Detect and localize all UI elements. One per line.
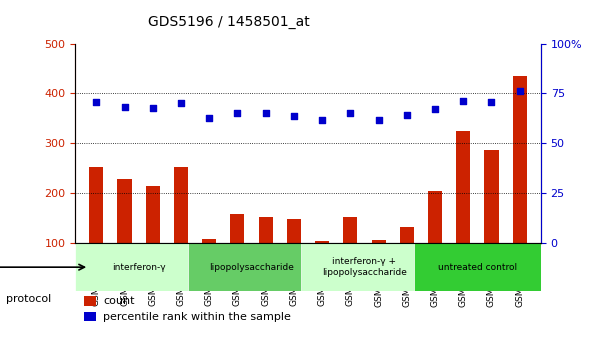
Point bbox=[317, 117, 327, 123]
Text: interferon-γ +
lipopolysaccharide: interferon-γ + lipopolysaccharide bbox=[322, 257, 407, 277]
Point bbox=[148, 105, 157, 111]
Bar bbox=[343, 217, 358, 243]
Bar bbox=[89, 167, 103, 243]
Point bbox=[176, 101, 186, 106]
Bar bbox=[287, 219, 301, 243]
Bar bbox=[484, 150, 499, 243]
Text: GDS5196 / 1458501_at: GDS5196 / 1458501_at bbox=[147, 15, 310, 29]
Point bbox=[346, 110, 355, 116]
Bar bbox=[371, 240, 386, 243]
FancyBboxPatch shape bbox=[75, 243, 202, 291]
Text: untreated control: untreated control bbox=[438, 263, 517, 272]
Text: protocol: protocol bbox=[6, 294, 51, 305]
Point bbox=[233, 110, 242, 116]
Text: percentile rank within the sample: percentile rank within the sample bbox=[103, 312, 291, 322]
Point bbox=[204, 115, 214, 121]
Point bbox=[402, 113, 412, 118]
Bar bbox=[84, 312, 96, 322]
Point bbox=[261, 110, 270, 116]
Text: count: count bbox=[103, 296, 135, 306]
Point bbox=[289, 113, 299, 119]
Point bbox=[374, 117, 383, 123]
Bar bbox=[428, 191, 442, 243]
FancyBboxPatch shape bbox=[414, 243, 541, 291]
Point bbox=[120, 105, 129, 110]
Bar bbox=[230, 214, 245, 243]
FancyBboxPatch shape bbox=[301, 243, 428, 291]
Point bbox=[487, 99, 496, 105]
Bar bbox=[174, 167, 188, 243]
Bar bbox=[202, 239, 216, 243]
Bar bbox=[84, 296, 96, 306]
Text: lipopolysaccharide: lipopolysaccharide bbox=[209, 263, 294, 272]
Bar bbox=[513, 76, 527, 243]
Point bbox=[459, 98, 468, 104]
FancyBboxPatch shape bbox=[188, 243, 315, 291]
Bar bbox=[117, 179, 132, 243]
Bar bbox=[145, 186, 160, 243]
Point bbox=[91, 99, 101, 105]
Bar bbox=[400, 227, 414, 243]
Bar bbox=[456, 131, 471, 243]
Bar bbox=[258, 217, 273, 243]
Bar bbox=[315, 241, 329, 243]
Point bbox=[430, 106, 440, 112]
Text: interferon-γ: interferon-γ bbox=[112, 263, 165, 272]
Point bbox=[515, 88, 525, 94]
